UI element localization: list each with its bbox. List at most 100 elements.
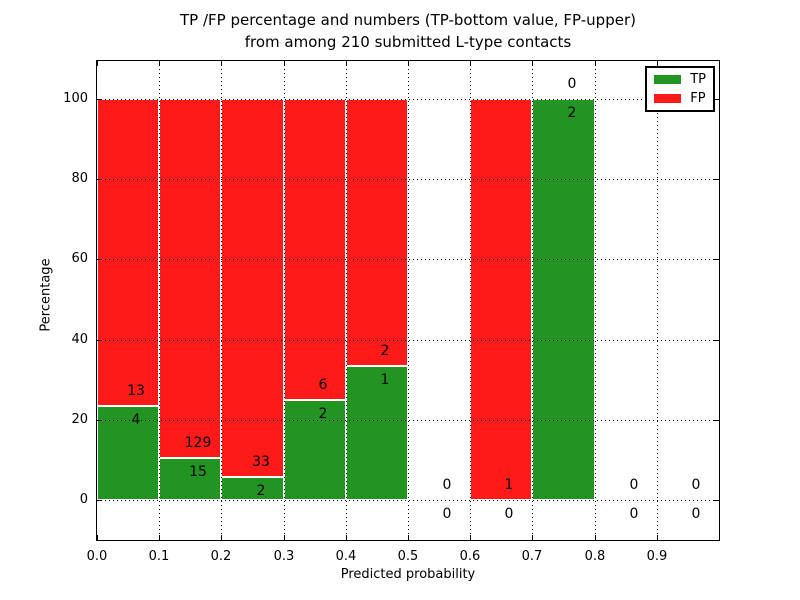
tick-mark bbox=[595, 535, 596, 540]
tick-mark bbox=[408, 535, 409, 540]
gridline-vertical bbox=[159, 61, 160, 540]
tick-mark bbox=[97, 500, 102, 501]
tick-mark bbox=[714, 500, 719, 501]
tick-mark bbox=[408, 61, 409, 66]
tick-mark bbox=[97, 61, 98, 66]
tick-mark bbox=[284, 535, 285, 540]
gridline-vertical bbox=[346, 61, 347, 540]
x-tick-label: 0.1 bbox=[148, 549, 170, 564]
x-axis-label: Predicted probability bbox=[340, 567, 476, 582]
y-tick-label: 0 bbox=[79, 492, 88, 507]
tick-mark bbox=[221, 535, 222, 540]
tick-mark bbox=[284, 61, 285, 66]
tick-mark bbox=[470, 535, 471, 540]
tick-mark bbox=[714, 420, 719, 421]
fp-count-label: 2 bbox=[380, 343, 390, 359]
gridline-vertical bbox=[221, 61, 222, 540]
tick-mark bbox=[657, 535, 658, 540]
x-tick-label: 0.2 bbox=[210, 549, 232, 564]
tick-mark bbox=[714, 340, 719, 341]
gridline-vertical bbox=[595, 61, 596, 540]
y-tick-label: 80 bbox=[71, 171, 88, 186]
tick-mark bbox=[97, 340, 102, 341]
legend-label: TP bbox=[690, 72, 706, 87]
bar-fp-segment bbox=[97, 99, 159, 406]
y-tick-label: 100 bbox=[63, 91, 88, 106]
tp-count-label: 0 bbox=[691, 506, 701, 522]
x-tick-label: 0.3 bbox=[273, 549, 295, 564]
tick-mark bbox=[159, 535, 160, 540]
fp-count-label: 129 bbox=[184, 435, 212, 451]
bar-fp-segment bbox=[346, 99, 408, 366]
tick-mark bbox=[97, 535, 98, 540]
tp-count-label: 15 bbox=[189, 464, 207, 480]
x-tick-label: 0.5 bbox=[397, 549, 419, 564]
tick-mark bbox=[532, 61, 533, 66]
bar-fp-segment bbox=[284, 99, 346, 400]
gridline-vertical bbox=[408, 61, 409, 540]
tick-mark bbox=[532, 535, 533, 540]
tick-mark bbox=[657, 61, 658, 66]
tick-mark bbox=[346, 61, 347, 66]
tick-mark bbox=[97, 259, 102, 260]
tp-count-label: 0 bbox=[629, 506, 639, 522]
legend-swatch-tp bbox=[654, 75, 682, 84]
plot-area: TP FP 13 4 129 15 33 2 6 2 2 1 0 0 1 0 0 2 0 0 0 0 bbox=[96, 60, 720, 541]
gridline-vertical bbox=[532, 61, 533, 540]
chart-title: TP /FP percentage and numbers (TP-bottom… bbox=[96, 9, 720, 53]
tick-mark bbox=[714, 259, 719, 260]
tick-mark bbox=[97, 420, 102, 421]
tp-count-label: 2 bbox=[567, 105, 577, 121]
x-tick-label: 0.7 bbox=[521, 549, 543, 564]
y-axis-label: Percentage bbox=[38, 258, 54, 332]
gridline-vertical bbox=[657, 61, 658, 540]
fp-count-label: 6 bbox=[318, 377, 328, 393]
tick-mark bbox=[346, 535, 347, 540]
fp-count-label: 13 bbox=[127, 383, 145, 399]
tp-count-label: 4 bbox=[131, 412, 141, 428]
x-tick-label: 0.6 bbox=[459, 549, 481, 564]
tp-count-label: 2 bbox=[256, 483, 266, 499]
bar-tp-segment bbox=[532, 99, 595, 500]
gridline-vertical bbox=[284, 61, 285, 540]
tick-mark bbox=[714, 99, 719, 100]
x-tick-label: 0.9 bbox=[646, 549, 668, 564]
legend-swatch-fp bbox=[654, 94, 682, 103]
y-tick-label: 40 bbox=[71, 332, 88, 347]
bar-fp-segment bbox=[159, 99, 221, 458]
tick-mark bbox=[221, 61, 222, 66]
fp-count-label: 33 bbox=[252, 454, 270, 470]
fp-count-label: 1 bbox=[504, 477, 514, 493]
bar-fp-segment bbox=[470, 99, 532, 500]
x-tick-label: 0.0 bbox=[86, 549, 108, 564]
fp-count-label: 0 bbox=[691, 477, 701, 493]
fp-count-label: 0 bbox=[629, 477, 639, 493]
legend-entry: FP bbox=[654, 92, 706, 105]
fp-count-label: 0 bbox=[567, 76, 577, 92]
tp-count-label: 1 bbox=[380, 372, 390, 388]
bar-tp-segment bbox=[97, 406, 159, 500]
y-tick-label: 20 bbox=[71, 412, 88, 427]
tick-mark bbox=[97, 179, 102, 180]
tick-mark bbox=[595, 61, 596, 66]
tick-mark bbox=[159, 61, 160, 66]
chart-title-line2: from among 210 submitted L-type contacts bbox=[244, 33, 572, 51]
chart-title-line1: TP /FP percentage and numbers (TP-bottom… bbox=[180, 11, 636, 29]
legend-label: FP bbox=[690, 91, 706, 106]
x-tick-label: 0.4 bbox=[335, 549, 357, 564]
tick-mark bbox=[714, 179, 719, 180]
tick-mark bbox=[97, 99, 102, 100]
fp-count-label: 0 bbox=[442, 477, 452, 493]
y-tick-label: 60 bbox=[71, 251, 88, 266]
tp-count-label: 2 bbox=[318, 406, 328, 422]
tp-count-label: 0 bbox=[504, 506, 514, 522]
tp-count-label: 0 bbox=[442, 506, 452, 522]
tick-mark bbox=[470, 61, 471, 66]
legend: TP FP bbox=[645, 66, 715, 112]
legend-entry: TP bbox=[654, 73, 706, 86]
bar-fp-segment bbox=[221, 99, 284, 477]
gridline-vertical bbox=[470, 61, 471, 540]
bar-tp-segment bbox=[159, 458, 221, 500]
x-tick-label: 0.8 bbox=[584, 549, 606, 564]
